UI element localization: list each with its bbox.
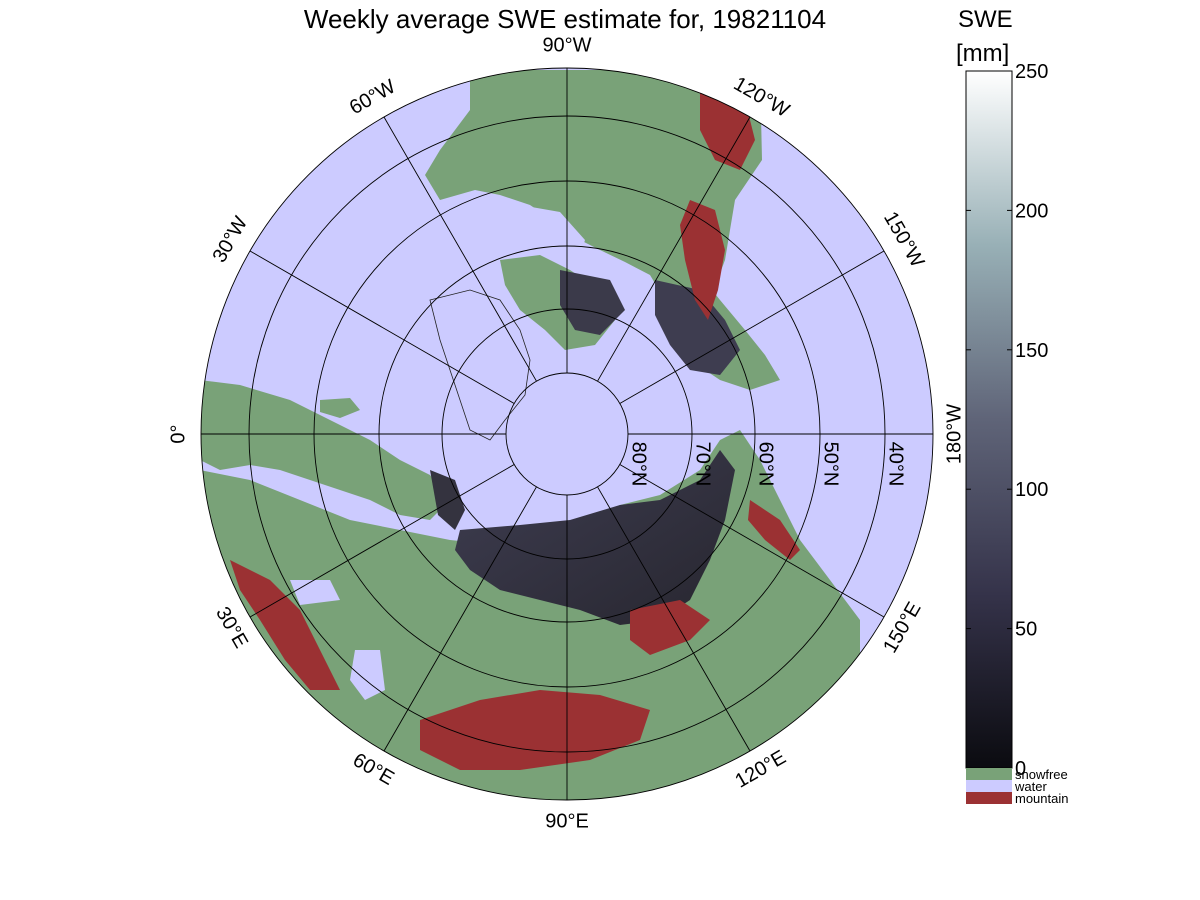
category-swatch-water [966, 780, 1012, 792]
archipelago-snow [560, 270, 625, 335]
polar-map: 90°W120°W150°W180°W150°E120°E90°E60°E30°… [167, 34, 965, 832]
longitude-label: 180°W [943, 404, 965, 464]
east-siberia-mountains [630, 600, 710, 655]
colorbar-tick-label: 250 [1015, 61, 1048, 83]
kamchatka-mountains [748, 500, 800, 560]
graticule [200, 67, 934, 801]
meridian-line [597, 116, 751, 382]
category-swatch-mountain [966, 792, 1012, 804]
category-label: snowfree [1015, 767, 1068, 782]
alaska-snow [655, 280, 740, 375]
siberia-snow [455, 450, 735, 625]
latitude-label: 50°N [820, 442, 842, 487]
meridian-line [597, 486, 751, 752]
colorbar-tick-label: 150 [1015, 340, 1048, 362]
colorbar-tick-label: 200 [1015, 200, 1048, 222]
latitude-label: 70°N [692, 442, 714, 487]
iceland [320, 398, 360, 418]
latitude-label: 60°N [755, 442, 777, 487]
category-label: water [1014, 779, 1047, 794]
meridian-line [249, 464, 515, 618]
meridian-line [383, 486, 537, 752]
colorbar-tick-label: 0 [1015, 758, 1026, 780]
longitude-label: 90°E [545, 810, 589, 832]
rockies-mountains [680, 200, 725, 320]
colorbar-unit: [mm] [956, 40, 1010, 67]
category-swatch-snowfree [966, 768, 1012, 780]
meridian-line [619, 464, 885, 618]
latitude-labels: 80°N 70°N 60°N 50°N 40°N [628, 442, 907, 487]
colorbar-ticks: 250 200 150 100 50 0 [966, 61, 1048, 780]
longitude-label: 90°W [542, 34, 591, 56]
meridian-lines [201, 68, 933, 800]
longitude-label: 0° [167, 424, 189, 443]
caspian-sea [350, 650, 385, 700]
asia-mountains-south [420, 690, 650, 770]
meridian-line [249, 250, 515, 404]
europe-mountains [230, 560, 340, 690]
map-title: Weekly average SWE estimate for, 1982110… [303, 4, 827, 34]
colorbar-title: SWE [958, 6, 1013, 33]
colorbar-tick-label: 100 [1015, 479, 1048, 501]
category-label: mountain [1015, 791, 1068, 806]
colorbar-tick-label: 50 [1015, 619, 1037, 641]
latitude-label: 80°N [628, 442, 650, 487]
hudson-bay [515, 205, 585, 268]
meridian-line [383, 116, 537, 382]
latitude-label: 40°N [885, 442, 907, 487]
scandinavia-snow [430, 470, 465, 530]
europe-land [201, 380, 450, 520]
colorbar-gradient [965, 70, 1013, 769]
meridian-line [619, 250, 885, 404]
